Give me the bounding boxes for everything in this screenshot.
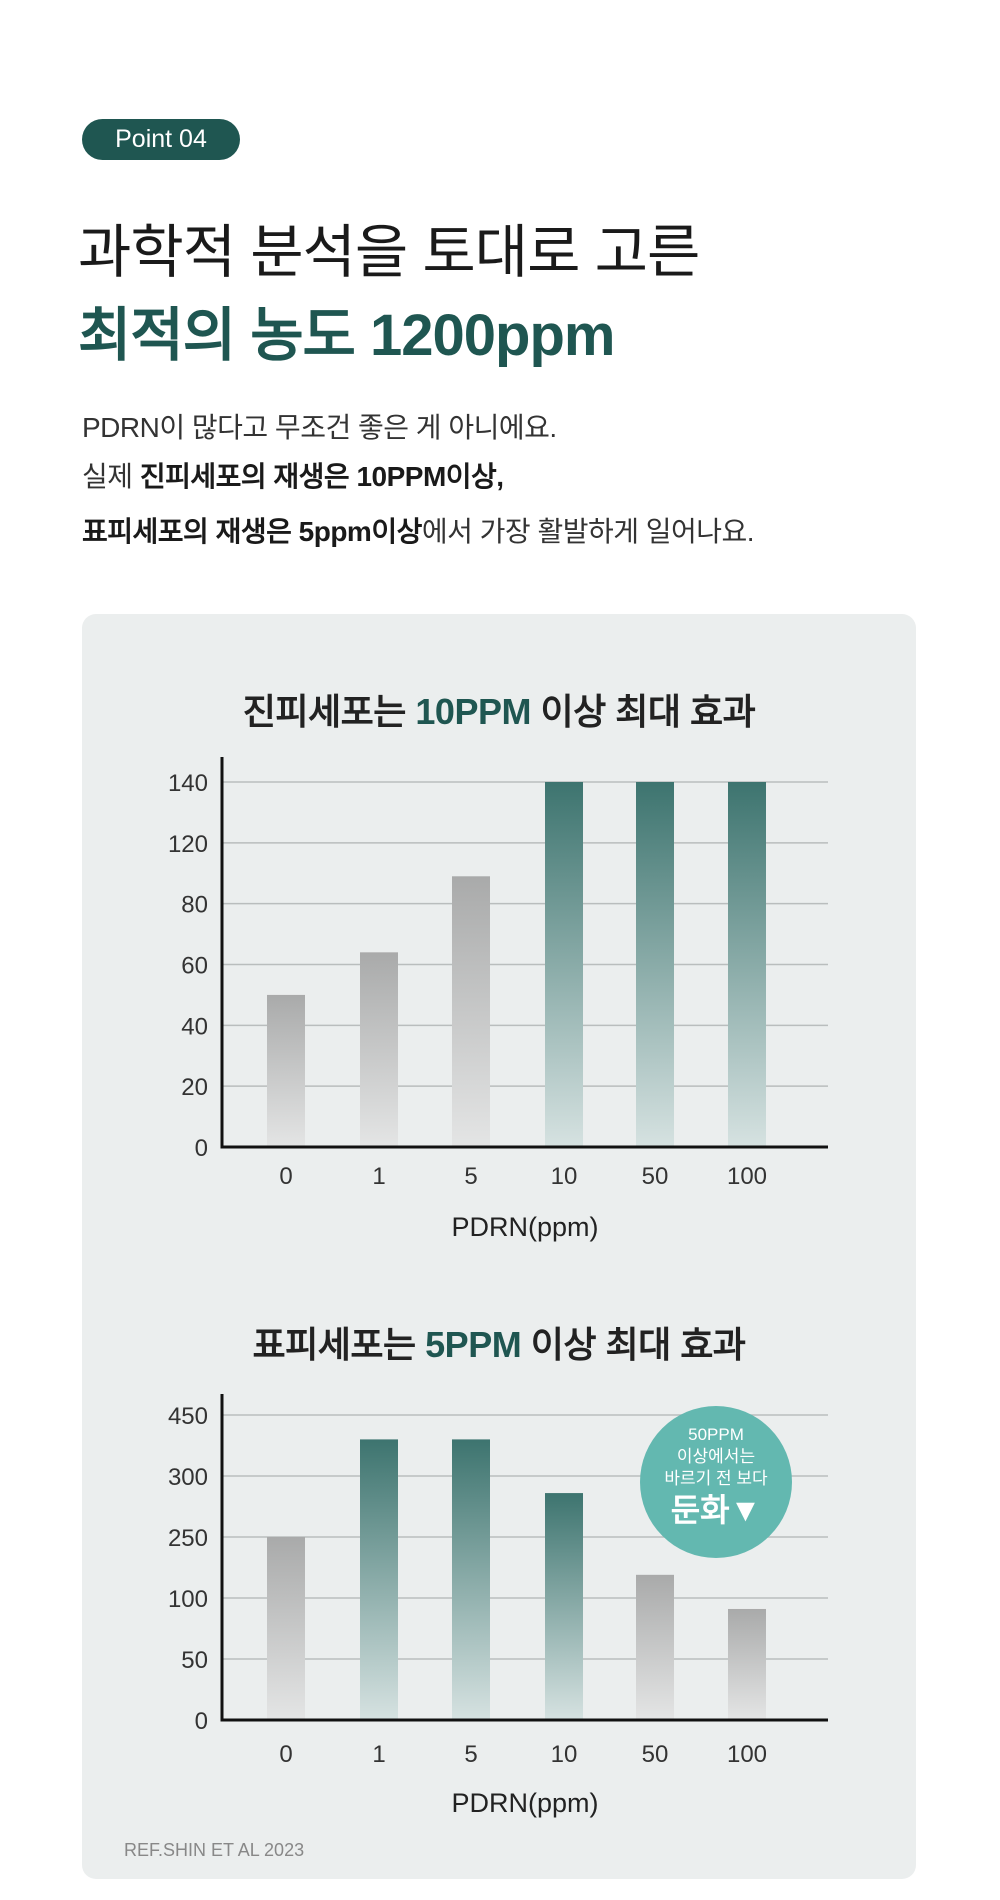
chart2-title: 표피세포는 5PPM 이상 최대 효과	[82, 1316, 916, 1368]
bar	[728, 1608, 766, 1720]
body-text: 실제	[82, 461, 140, 492]
y-tick-label: 100	[168, 1586, 208, 1613]
bar	[267, 1537, 305, 1720]
body-emphasis: 표피세포의 재생은 5ppm이상	[82, 516, 422, 547]
body-line-3: 표피세포의 재생은 5ppm이상에서 가장 활발하게 일어나요.	[82, 510, 755, 550]
x-tick-label: 10	[551, 1741, 578, 1768]
title-text: 이상 최대 효과	[521, 1324, 746, 1365]
y-tick-label: 50	[181, 1647, 208, 1674]
y-tick-label: 0	[195, 1135, 208, 1162]
x-tick-label: 100	[727, 1163, 767, 1190]
x-axis-label: PDRN(ppm)	[451, 1788, 598, 1818]
y-tick-label: 300	[168, 1464, 208, 1491]
title-line-2: 최적의 농도 1200ppm	[78, 303, 615, 368]
bar	[360, 1439, 398, 1720]
x-tick-label: 5	[464, 1163, 477, 1190]
y-tick-label: 40	[181, 1013, 208, 1040]
y-tick-label: 120	[168, 831, 208, 858]
y-tick-label: 450	[168, 1403, 208, 1430]
chart1-title: 진피세포는 10PPM 이상 최대 효과	[82, 683, 916, 735]
x-tick-label: 10	[551, 1163, 578, 1190]
y-tick-label: 0	[195, 1708, 208, 1735]
annotation-line: 이상에서는	[676, 1447, 756, 1466]
title-text: 진피세포는	[242, 691, 416, 732]
bar	[452, 1439, 490, 1720]
bar	[636, 1574, 674, 1720]
bar	[545, 782, 583, 1147]
x-axis-label: PDRN(ppm)	[451, 1212, 598, 1242]
bar	[636, 782, 674, 1147]
annotation-line: 바르기 전 보다	[664, 1469, 768, 1488]
annotation-emphasis: 둔화▼	[670, 1492, 762, 1528]
x-tick-label: 100	[727, 1741, 767, 1768]
y-tick-label: 250	[168, 1525, 208, 1552]
body-text: 에서 가장 활발하게 일어나요.	[421, 516, 755, 547]
point-badge: Point 04	[82, 119, 240, 160]
bar	[545, 1493, 583, 1720]
y-tick-label: 140	[168, 770, 208, 797]
x-tick-label: 50	[642, 1741, 669, 1768]
bar	[452, 876, 490, 1147]
x-tick-label: 0	[279, 1163, 292, 1190]
y-tick-label: 20	[181, 1074, 208, 1101]
annotation-bubble: 50PPM 이상에서는 바르기 전 보다 둔화▼	[640, 1406, 792, 1558]
body-emphasis: 진피세포의 재생은 10PPM이상,	[139, 461, 504, 492]
x-tick-label: 1	[372, 1741, 385, 1768]
x-tick-label: 0	[279, 1741, 292, 1768]
title-highlight: 5PPM	[425, 1324, 522, 1365]
title-text: 표피세포는	[252, 1324, 426, 1365]
x-tick-label: 1	[372, 1163, 385, 1190]
y-tick-label: 60	[181, 953, 208, 980]
title-line-1: 과학적 분석을 토대로 고른	[78, 220, 700, 285]
y-tick-label: 80	[181, 892, 208, 919]
title-text: 이상 최대 효과	[530, 691, 756, 732]
bar	[728, 782, 766, 1147]
annotation-line: 50PPM	[688, 1425, 744, 1444]
x-tick-label: 5	[464, 1741, 477, 1768]
x-tick-label: 50	[642, 1163, 669, 1190]
reference-note: REF.SHIN ET AL 2023	[124, 1840, 305, 1860]
title-highlight: 10PPM	[415, 691, 531, 732]
bar	[267, 994, 305, 1147]
bar	[360, 952, 398, 1147]
body-line-1: PDRN이 많다고 무조건 좋은 게 아니에요.	[82, 412, 557, 443]
body-line-2: 실제 진피세포의 재생은 10PPM이상,	[82, 455, 504, 495]
